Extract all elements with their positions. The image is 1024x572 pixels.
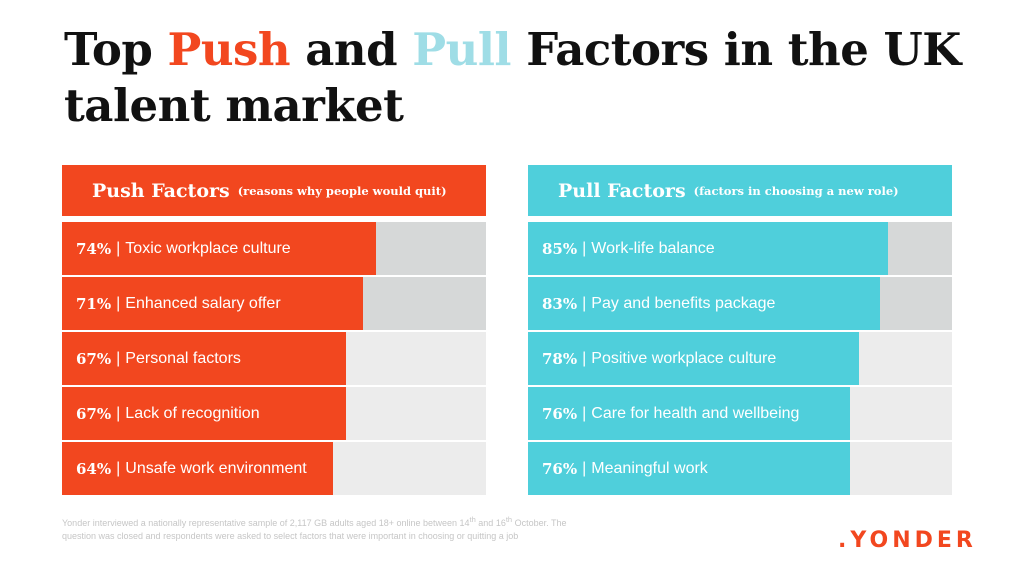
title-part-1: Top [64, 23, 153, 76]
pull-factor-row: 85% | Work-life balance [528, 222, 952, 275]
pull-factor-name: Care for health and wellbeing [591, 404, 800, 422]
separator: | [582, 404, 587, 422]
page-title: Top Push and Pull Factors in the UK tale… [64, 22, 964, 134]
pull-factor-name: Positive workplace culture [591, 349, 777, 367]
push-factor-bar [62, 277, 364, 330]
push-factor-name: Personal factors [125, 349, 241, 367]
push-factors-bars: 74% | Toxic workplace culture 71% | Enhanced … [62, 222, 486, 495]
push-factors-panel: Push Factors (reasons why people would q… [62, 165, 486, 497]
pull-factor-label: 76% | Care for health and wellbeing [542, 387, 799, 440]
push-factor-name: Unsafe work environment [125, 459, 307, 477]
pull-factor-bar [528, 332, 859, 385]
separator: | [116, 404, 121, 422]
separator: | [116, 349, 121, 367]
yonder-logo: .YONDER [838, 528, 977, 553]
pull-factor-name: Work-life balance [591, 239, 715, 257]
push-factor-name: Enhanced salary offer [125, 294, 281, 312]
push-factor-row: 67% | Personal factors [62, 332, 486, 385]
push-factor-label: 67% | Personal factors [76, 332, 241, 385]
pull-factors-bars: 85% | Work-life balance 83% | Pay and benefit… [528, 222, 952, 495]
push-factors-subtitle: (reasons why people would quit) [237, 183, 447, 198]
footnote-text-c: October. The [512, 518, 567, 528]
pull-factors-panel: Pull Factors (factors in choosing a new … [528, 165, 952, 497]
title-push-word: Push [167, 23, 291, 76]
pull-factor-bar [528, 442, 851, 495]
pull-factor-name: Pay and benefits package [591, 294, 776, 312]
push-factor-value: 74% [76, 239, 112, 258]
separator: | [582, 459, 587, 477]
pull-factor-value: 85% [542, 239, 578, 258]
separator: | [116, 239, 121, 257]
footnote-text-a: Yonder interviewed a nationally represen… [62, 518, 470, 528]
push-factor-label: 71% | Enhanced salary offer [76, 277, 281, 330]
separator: | [116, 459, 121, 477]
pull-factor-label: 76% | Meaningful work [542, 442, 708, 495]
push-factor-value: 71% [76, 294, 112, 313]
separator: | [116, 294, 121, 312]
push-factor-row: 64% | Unsafe work environment [62, 442, 486, 495]
pull-factors-header: Pull Factors (factors in choosing a new … [528, 165, 952, 216]
footnote-sup-2: th [505, 515, 513, 524]
push-factor-row: 74% | Toxic workplace culture [62, 222, 486, 275]
pull-factor-value: 76% [542, 404, 578, 423]
pull-factor-name: Meaningful work [591, 459, 708, 477]
pull-factor-value: 83% [542, 294, 578, 313]
separator: | [582, 349, 587, 367]
title-pull-word: Pull [412, 23, 512, 76]
pull-factor-value: 76% [542, 459, 578, 478]
footnote-sup-1: th [469, 515, 476, 524]
pull-factor-bar [528, 387, 851, 440]
methodology-footnote: Yonder interviewed a nationally represen… [62, 513, 662, 543]
footnote-text-b: and 16 [475, 518, 506, 528]
push-factor-label: 67% | Lack of recognition [76, 387, 260, 440]
push-factor-value: 67% [76, 349, 112, 368]
pull-factor-bar [528, 222, 889, 275]
push-factor-value: 64% [76, 459, 112, 478]
pull-factor-label: 78% | Positive workplace culture [542, 332, 776, 385]
pull-factor-row: 78% | Positive workplace culture [528, 332, 952, 385]
push-factor-name: Lack of recognition [125, 404, 260, 422]
push-factor-row: 67% | Lack of recognition [62, 387, 486, 440]
push-factors-header: Push Factors (reasons why people would q… [62, 165, 486, 216]
push-factor-row: 71% | Enhanced salary offer [62, 277, 486, 330]
push-factor-label: 64% | Unsafe work environment [76, 442, 307, 495]
pull-factor-bar [528, 277, 880, 330]
separator: | [582, 294, 587, 312]
push-factor-bar [62, 442, 334, 495]
pull-factor-row: 83% | Pay and benefits package [528, 277, 952, 330]
push-factor-bar [62, 222, 376, 275]
pull-factor-row: 76% | Meaningful work [528, 442, 952, 495]
push-factor-name: Toxic workplace culture [125, 239, 291, 257]
push-factor-bar [62, 387, 347, 440]
title-part-2: and [305, 23, 398, 76]
footnote-text-line-2: question was closed and respondents were… [62, 531, 519, 541]
separator: | [582, 239, 587, 257]
push-factor-bar [62, 332, 347, 385]
pull-factors-title: Pull Factors [558, 179, 686, 202]
pull-factors-subtitle: (factors in choosing a new role) [693, 183, 899, 198]
pull-factor-label: 83% | Pay and benefits package [542, 277, 775, 330]
push-factors-title: Push Factors [92, 179, 230, 202]
push-factor-value: 67% [76, 404, 112, 423]
pull-factor-label: 85% | Work-life balance [542, 222, 715, 275]
pull-factor-row: 76% | Care for health and wellbeing [528, 387, 952, 440]
title-part-3: Factors in the UK talent market [64, 23, 961, 132]
pull-factor-value: 78% [542, 349, 578, 368]
push-factor-label: 74% | Toxic workplace culture [76, 222, 291, 275]
